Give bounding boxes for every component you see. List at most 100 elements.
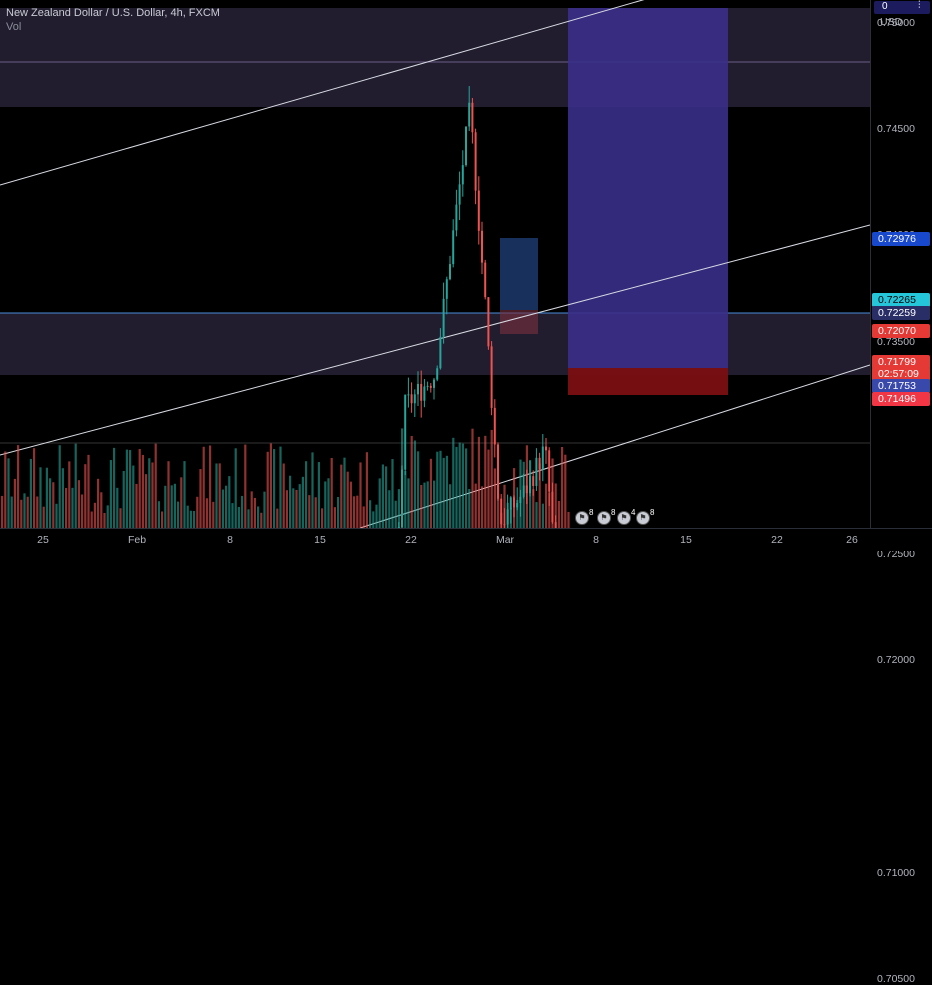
volume-bar [445, 455, 448, 528]
volume-bar [557, 500, 560, 528]
channel-middle-line [0, 224, 870, 456]
candle-body [436, 368, 439, 380]
volume-bar [477, 436, 480, 528]
event-count: 4 [631, 508, 636, 517]
volume-bar [481, 486, 484, 528]
price-chart[interactable] [0, 0, 870, 528]
volume-bar [49, 478, 52, 528]
volume-bar [266, 451, 269, 528]
volume-bar [429, 458, 432, 528]
scale-menu-icon[interactable]: ⫶ [918, 0, 921, 11]
volume-bar [122, 470, 125, 528]
price-tick-label: 0.72000 [877, 654, 915, 667]
price-scale-menu[interactable]: 0 ⫶ [874, 0, 930, 14]
candle-body [429, 385, 432, 388]
volume-bar [509, 508, 512, 528]
volume-bar [333, 507, 336, 528]
flag-icon[interactable]: ⚑ [617, 511, 631, 525]
volume-bar [298, 484, 301, 528]
volume-bar [151, 462, 154, 528]
demand-zone [0, 313, 870, 375]
candle-body [420, 383, 423, 401]
volume-bar [375, 504, 378, 528]
volume-bar [135, 483, 138, 528]
volume-bar [551, 458, 554, 528]
volume-bar [359, 462, 362, 528]
volume-bar [564, 454, 567, 528]
volume-bar [167, 461, 170, 528]
volume-bar [93, 502, 96, 528]
volume-bar [410, 435, 413, 528]
flag-icon[interactable]: ⚑ [597, 511, 611, 525]
volume-bar [545, 483, 548, 528]
price-tick-label: 0.75000 [877, 17, 915, 29]
volume-bar [4, 451, 7, 528]
volume-bar [157, 501, 160, 528]
volume-bar [497, 480, 500, 528]
volume-bar [106, 505, 109, 528]
volume-bar [247, 509, 250, 528]
chart-canvas[interactable]: New Zealand Dollar / U.S. Dollar, 4h, FX… [0, 0, 870, 528]
price-tick-label: 0.70500 [877, 972, 915, 985]
volume-bar [519, 459, 522, 528]
volume-bar [317, 462, 320, 528]
volume-bar [13, 478, 16, 528]
volume-bar [189, 510, 192, 528]
volume-bar [218, 463, 221, 528]
candle-body [458, 184, 461, 205]
volume-bar [397, 489, 400, 528]
time-tick-label: 25 [37, 534, 49, 546]
volume-bar [554, 483, 557, 528]
price-badge: 0.72259 [872, 306, 930, 320]
volume-bar [7, 458, 10, 528]
volume-bar [276, 508, 279, 528]
volume-bar [301, 476, 304, 528]
candle-body [487, 297, 490, 347]
time-tick-label: 15 [680, 534, 692, 546]
retest-box [500, 310, 538, 334]
volume-bar [212, 501, 215, 528]
flag-icon[interactable]: ⚑ [575, 511, 589, 525]
volume-bar [413, 440, 416, 528]
volume-bar [503, 484, 506, 528]
volume-bar [215, 463, 218, 528]
candle-body [433, 379, 435, 388]
volume-bar [52, 482, 55, 528]
volume-bar [84, 464, 87, 528]
time-tick-label: 22 [405, 534, 417, 546]
price-axis[interactable]: 0.750000.745000.740000.735000.725000.720… [870, 0, 932, 985]
channel-upper-line [0, 0, 645, 186]
volume-bar [65, 487, 68, 528]
volume-bar [241, 495, 244, 528]
volume-bar [567, 511, 570, 528]
volume-bar [442, 457, 445, 528]
volume-bar [199, 469, 202, 528]
volume-bar [458, 442, 461, 528]
candle-body [474, 132, 477, 191]
volume-bar [292, 488, 295, 528]
volume-bar [42, 506, 45, 528]
scale-top-value: 0 [882, 1, 888, 12]
volume-bar [132, 465, 135, 528]
volume-bar [493, 468, 496, 528]
volume-bar [525, 445, 528, 528]
volume-bar [33, 448, 36, 528]
volume-bar [500, 512, 503, 528]
candle-body [477, 190, 480, 231]
volume-bar [343, 457, 346, 528]
volume-bar [324, 481, 327, 528]
time-axis[interactable]: 25 Feb 8 15 22 Mar 8 15 22 26 [0, 528, 932, 551]
flag-icon[interactable]: ⚑ [636, 511, 650, 525]
price-tick-label: 0.73500 [877, 335, 915, 348]
volume-bar [250, 491, 253, 528]
volume-bar [484, 435, 487, 528]
time-tick-label: 22 [771, 534, 783, 546]
volume-bar [154, 443, 157, 528]
candle-body [548, 450, 551, 492]
volume-bar [385, 466, 388, 528]
volume-bar [349, 481, 352, 528]
candle-body [452, 230, 455, 265]
volume-bar [74, 443, 77, 528]
volume-bar [468, 488, 471, 528]
time-tick-label: Mar [495, 534, 515, 546]
